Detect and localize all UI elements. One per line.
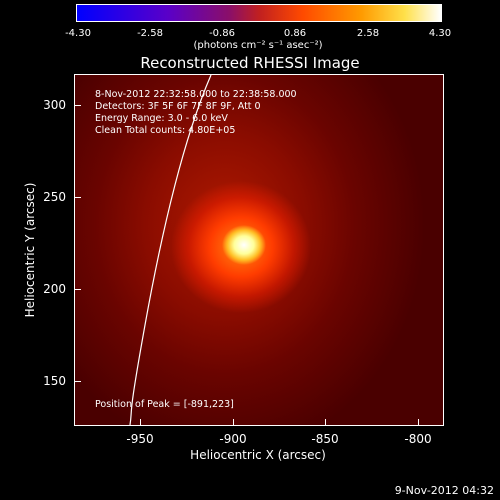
x-tick-label: -950 [126, 432, 154, 446]
colorbar-tick: 0.86 [283, 28, 307, 39]
x-tick-label: -800 [404, 432, 432, 446]
y-axis-label: Heliocentric Y (arcsec) [23, 182, 37, 318]
limb-curve [129, 75, 212, 425]
y-tick-label: 200 [43, 282, 66, 296]
x-tick-label: -850 [311, 432, 339, 446]
y-tick-mark [75, 289, 81, 290]
detectors-text: Detectors: 3F 5F 6F 7F 8F 9F, Att 0 [95, 101, 261, 112]
x-tick-mark [140, 419, 141, 425]
colorbar-units: (photons cm⁻² s⁻¹ asec⁻²) [193, 40, 323, 51]
y-tick-mark [75, 105, 81, 106]
x-tick-label: -900 [219, 432, 247, 446]
image-title: Reconstructed RHESSI Image [140, 54, 360, 72]
clean-counts-text: Clean Total counts: 4.80E+05 [95, 125, 236, 136]
y-tick-label: 300 [43, 98, 66, 112]
image-plot: 8-Nov-2012 22:32:58.000 to 22:38:58.000 … [74, 74, 444, 426]
colorbar-tick: -2.58 [137, 28, 163, 39]
colorbar-tick: 2.58 [356, 28, 380, 39]
x-tick-mark [325, 419, 326, 425]
y-tick-label: 150 [43, 374, 66, 388]
y-tick-mark [75, 197, 81, 198]
y-tick-label: 250 [43, 190, 66, 204]
time-range-text: 8-Nov-2012 22:32:58.000 to 22:38:58.000 [95, 89, 297, 100]
energy-range-text: Energy Range: 3.0 - 6.0 keV [95, 113, 228, 124]
colorbar-tick: 4.30 [428, 28, 452, 39]
colorbar-tick: -0.86 [209, 28, 235, 39]
x-tick-mark [418, 419, 419, 425]
footer-timestamp: 9-Nov-2012 04:32 [394, 484, 494, 497]
colorbar [76, 4, 442, 22]
x-tick-mark [233, 419, 234, 425]
peak-position-text: Position of Peak = [-891,223] [95, 399, 234, 410]
y-tick-mark [75, 381, 81, 382]
x-axis-label: Heliocentric X (arcsec) [190, 448, 326, 462]
colorbar-tick: -4.30 [65, 28, 91, 39]
